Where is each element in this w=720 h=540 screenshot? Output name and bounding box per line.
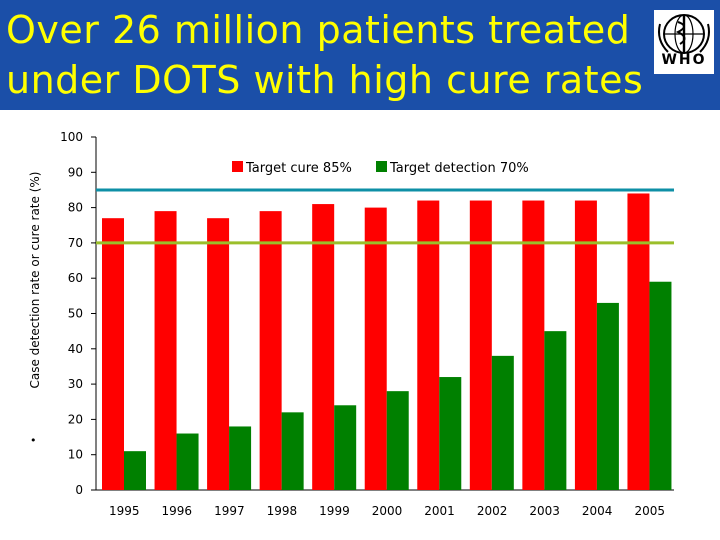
legend-swatch-cure	[232, 161, 243, 172]
slide-title-line-2: under DOTS with high cure rates	[6, 58, 644, 102]
cure-bar	[259, 211, 282, 490]
cure-bar	[469, 200, 492, 491]
cure-bar	[207, 218, 230, 490]
y-tick-label: 50	[68, 307, 83, 321]
title-bar: Over 26 million patients treated under D…	[0, 0, 720, 110]
cure-bar	[154, 211, 177, 490]
detection-bar	[124, 451, 146, 490]
y-tick-label: 100	[60, 130, 83, 144]
cure-bar	[522, 200, 545, 491]
legend-label-detection: Target detection 70%	[389, 161, 529, 176]
x-tick-label: 1998	[267, 504, 298, 518]
legend-swatch-detection	[376, 161, 387, 172]
cure-bar	[364, 207, 387, 490]
detection-bar	[176, 433, 199, 490]
x-tick-label: 1996	[162, 504, 193, 518]
x-tick-label: 2001	[424, 504, 455, 518]
detection-bar	[281, 412, 304, 490]
y-tick-label: 30	[68, 377, 83, 391]
y-tick-label: 80	[68, 201, 83, 215]
x-tick-label: 2005	[634, 504, 665, 518]
x-tick-label: 2002	[477, 504, 508, 518]
bullet-marker: •	[30, 434, 37, 447]
detection-bar	[439, 377, 462, 490]
y-tick-label: 0	[75, 483, 83, 497]
detection-bar	[491, 355, 514, 490]
detection-bar	[596, 302, 619, 490]
y-tick-label: 60	[68, 271, 83, 285]
legend-label-cure: Target cure 85%	[245, 161, 352, 176]
y-tick-label: 10	[68, 448, 83, 462]
detection-bar	[649, 281, 672, 490]
x-tick-label: 1997	[214, 504, 245, 518]
slide-title-line-1: Over 26 million patients treated	[6, 8, 631, 52]
cure-bar	[627, 193, 650, 491]
x-tick-label: 1995	[109, 504, 140, 518]
y-tick-label: 90	[68, 165, 83, 179]
cure-bar	[574, 200, 597, 491]
who-emblem-icon	[658, 14, 710, 54]
detection-bar	[386, 391, 409, 490]
cure-bar	[312, 204, 335, 490]
x-tick-label: 2000	[372, 504, 403, 518]
who-logo	[654, 10, 714, 74]
x-tick-label: 1999	[319, 504, 350, 518]
cure-bar	[417, 200, 440, 491]
x-tick-label: 2004	[582, 504, 613, 518]
y-tick-label: 40	[68, 342, 83, 356]
y-tick-label: 20	[68, 412, 83, 426]
cure-bar	[102, 218, 124, 490]
detection-bar	[229, 426, 252, 490]
detection-bar	[334, 405, 357, 490]
x-tick-label: 2003	[529, 504, 560, 518]
y-tick-label: 70	[68, 236, 83, 250]
who-logo-text: WHO	[661, 52, 707, 68]
detection-bar	[544, 331, 567, 490]
